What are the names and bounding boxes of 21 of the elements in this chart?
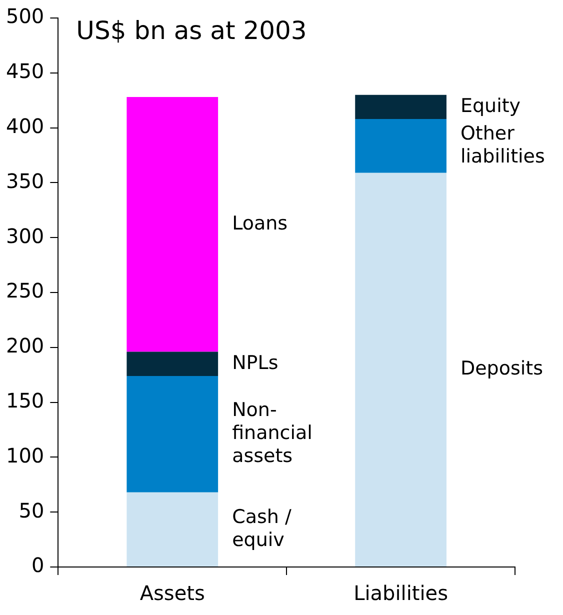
series-label: Non-financial assets (232, 399, 312, 468)
y-tick-label: 400 (6, 114, 44, 138)
y-tick-label: 100 (6, 443, 44, 468)
y-tick-label: 350 (6, 168, 44, 193)
x-tick-label: Liabilities (354, 581, 448, 606)
chart-title: US$ bn as at 2003 (76, 16, 307, 45)
y-tick-label: 300 (6, 224, 44, 248)
y-tick-label: 150 (6, 388, 44, 413)
series-label: Loans (232, 212, 288, 234)
x-tick-label: Assets (140, 581, 205, 606)
series-label: Equity (460, 94, 521, 117)
series-label: Deposits (460, 358, 544, 380)
y-tick-label: 200 (6, 334, 44, 358)
y-tick-label: 500 (6, 4, 44, 28)
series-label: Cash / equiv (232, 506, 292, 551)
y-tick-label: 50 (18, 498, 44, 522)
y-tick-label: 0 (31, 553, 44, 578)
y-tick-label: 250 (6, 278, 44, 303)
series-label: NPLs (232, 352, 278, 374)
y-tick-label: 450 (6, 59, 44, 84)
series-label: Other liabilities (460, 122, 545, 168)
